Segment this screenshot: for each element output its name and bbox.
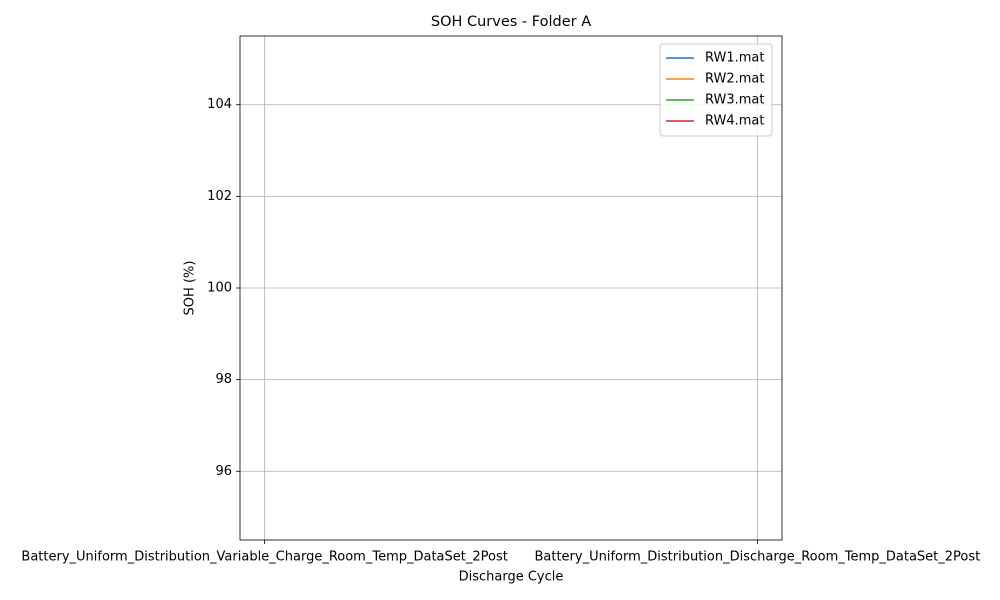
y-tick-label: 98	[215, 372, 232, 387]
legend: RW1.mat RW2.mat RW3.mat RW4.mat	[659, 43, 773, 137]
y-axis-label: SOH (%)	[183, 261, 198, 316]
x-axis-label: Discharge Cycle	[459, 570, 564, 585]
y-tick-label: 100	[207, 281, 232, 296]
x-tick-label: Battery_Uniform_Distribution_Variable_Ch…	[21, 550, 507, 565]
x-tick-label: Battery_Uniform_Distribution_Discharge_R…	[534, 550, 980, 565]
chart-title: SOH Curves - Folder A	[431, 14, 591, 30]
y-tick-label: 96	[215, 464, 232, 479]
legend-label: RW1.mat	[705, 51, 765, 66]
legend-label: RW3.mat	[705, 93, 765, 108]
legend-label: RW2.mat	[705, 72, 765, 87]
plot-frame	[239, 35, 783, 541]
legend-label: RW4.mat	[705, 114, 765, 129]
y-tick-label: 102	[207, 189, 232, 204]
legend-box	[659, 43, 773, 137]
y-tick-label: 104	[207, 97, 232, 112]
